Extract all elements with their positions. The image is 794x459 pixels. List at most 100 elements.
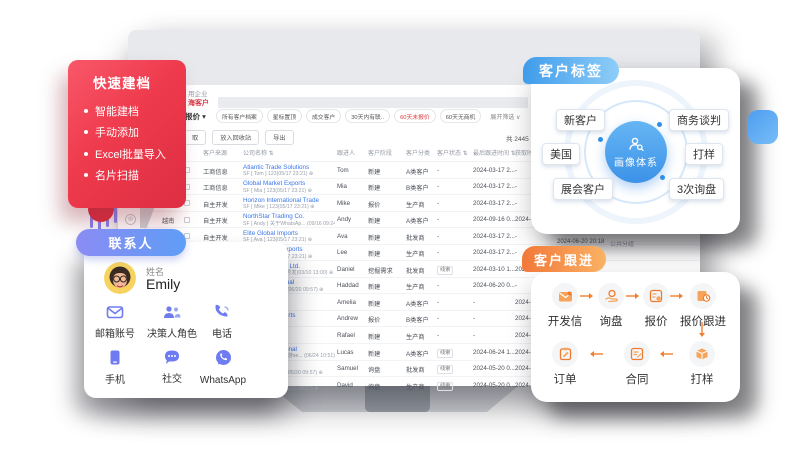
bullet-dot-icon [84,151,88,156]
cell-stage: 询盘 [368,383,381,391]
tags-card-title: 客户标签 [523,57,619,84]
step-contract: 合同 [619,341,655,388]
company-link[interactable]: Global Market Exports [243,180,306,188]
cell-stage: 报价 [368,201,381,209]
cell-status: 线索 [437,365,454,375]
column-header[interactable]: 最后跟进时间 ⇅ [473,151,516,157]
column-header[interactable]: 客户分类 [406,151,431,157]
company-link[interactable]: NorthStar Trading Co. [243,213,305,221]
tag-chip[interactable]: 展会客户 [553,178,613,200]
tag-chip[interactable]: 新客户 [556,109,605,131]
cell-category: 生产商 [406,383,425,391]
quick-create-item-label: Excel批量导入 [95,148,166,161]
company-link[interactable]: Horizon International Trade [243,196,319,204]
quick-create-item: 智能建档 [84,100,166,122]
cell-stage: 新建 [368,251,381,259]
company-subline: SF [ Andy ] 关于WhatsAp... (09/16 09:24) ⊕ [243,220,335,227]
status-chip: 线索 [437,265,454,275]
cell-status: 线索 [437,381,454,391]
action-button[interactable]: 导出 [265,130,294,145]
inquiry-icon [604,289,618,303]
table-row[interactable]: 工商信息 Global Market Exports SF [ Mia ] 123(… [128,177,700,195]
tab-bar [218,97,528,108]
contact-field-email[interactable]: 邮箱账号 [90,304,140,342]
order-icon [559,347,571,361]
expand-filter-toggle[interactable]: 展开筛选 ∨ [490,114,521,121]
column-header[interactable]: 客户阶段 [368,151,393,157]
center-label: 画像体系 [614,157,658,169]
workspace-text: 用企业 [188,91,208,98]
company-subline: SF [ Mia ] 123(05/17 23:21) ⊕ [243,187,312,194]
contact-field-social[interactable]: 社交 [144,349,200,387]
tag-chip[interactable]: 商务谈判 [669,109,729,131]
cell-owner: Tom [337,166,349,174]
tag-chip[interactable]: 3次询盘 [669,178,725,200]
company-link[interactable]: Atlantic Trade Solutions [243,163,310,171]
tab-customers[interactable]: 海客户 [188,100,209,107]
cell-category: 批发商 [406,367,425,375]
column-header[interactable]: 客户状态 ⇅ [437,151,468,157]
cell-owner: Rafael [337,331,355,339]
cell-stage: 挖掘需求 [368,267,393,275]
column-header[interactable]: 公司名称 ⇅ [243,151,274,157]
company-subline: SF [ Lucas ] 星球漫游se... (06/24 10:51) ⊕ [243,353,335,360]
contact-field-phone[interactable]: 电话 [200,304,244,342]
column-header[interactable]: 客户来源 [203,151,228,157]
action-button[interactable]: 放入回收站 [212,130,260,145]
cell-owner: Lee [337,249,348,257]
view-switcher[interactable]: 报价 ▾ [185,112,206,121]
filter-chip[interactable]: 成交客户 [306,109,342,123]
name-label: 姓名 [146,267,165,277]
table-row[interactable]: 工商信息 Atlantic Trade Solutions SF [ Tom ] 1… [128,161,700,178]
arrow-right-icon [626,293,639,299]
toolbar-add-icon[interactable]: ⊕ [125,214,136,225]
cell-category: B类客户 [406,317,429,325]
filter-chip[interactable]: 60天未报价 [394,109,436,123]
profile-system-circle: 画像体系 [605,121,667,183]
cell-acquire-time: 2024-0... [515,298,540,306]
cell-owner: Andy [337,216,352,224]
row-checkbox[interactable] [184,216,190,223]
bullet-dot-icon [84,108,88,113]
status-chip: 线索 [437,348,454,358]
quick-create-item: 名片扫描 [84,165,166,187]
action-button[interactable]: 取 [184,130,207,145]
table-header: 客户来源 公司名称 ⇅ 跟进人 客户阶段 客户分类 客户状态 ⇅ 最后跟进时间 ⇅ 获取时间 [128,148,700,161]
cell-owner: Lucas [337,348,354,356]
blue-decor-shape [748,110,778,144]
contact-field-mobile[interactable]: 手机 [90,349,140,388]
customer-tags-card: 画像体系 新客户 商务谈判 美国 打样 展会客户 3次询盘 [531,68,740,234]
filter-chip[interactable]: 星标置顶 [266,109,302,123]
contract-icon [630,347,644,361]
contact-field-whatsapp[interactable]: WhatsApp [192,349,254,388]
arrow-left-icon [660,351,673,357]
column-header[interactable]: 获取时间 [515,151,540,157]
persona-search-icon [629,137,644,151]
tag-chip[interactable]: 美国 [542,143,580,165]
cell-acquire-time: - [515,183,518,191]
cell-category: A类客户 [406,168,429,176]
cell-source: 自主开发 [203,201,228,209]
company-subline: SF [ Mike ] 123(05/17 23:21) ⊕ [243,204,315,211]
company-link[interactable]: Elite Global Imports [243,229,298,237]
filter-chip[interactable]: 60天无商机 [439,109,482,123]
table-row[interactable]: 越南 自主开发 NorthStar Trading Co. SF [ Andy ] 关… [128,210,700,228]
sample-box-icon [696,348,708,360]
cell-owner: Mike [337,199,351,207]
contact-field-role[interactable]: 决策人角色 [144,304,200,342]
cell-category: 批发商 [406,267,425,275]
filter-chip[interactable]: 所有客户档案 [216,109,263,123]
column-header[interactable]: 跟进人 [337,151,356,157]
filter-chip[interactable]: 30天内有联.. [345,109,391,123]
cell-source: 自主开发 [203,234,228,242]
cell-last-follow-time: 2024-03-17 2... [473,232,515,240]
cell-last-follow-time: 2024-03-17 2... [473,249,515,257]
cell-country: 越南 [162,218,175,226]
cell-acquire-time: 2024-0... [515,365,540,373]
phone-icon [215,304,229,317]
tag-chip[interactable]: 打样 [685,143,723,165]
customer-follow-card: 开发信 询盘 报价 报价跟进 订单 合同 打样 [531,272,740,402]
cell-stage: 新建 [368,350,381,358]
cell-stage: 报价 [368,317,381,325]
cell-last-follow-time: 2024-03-17 2... [473,166,515,174]
